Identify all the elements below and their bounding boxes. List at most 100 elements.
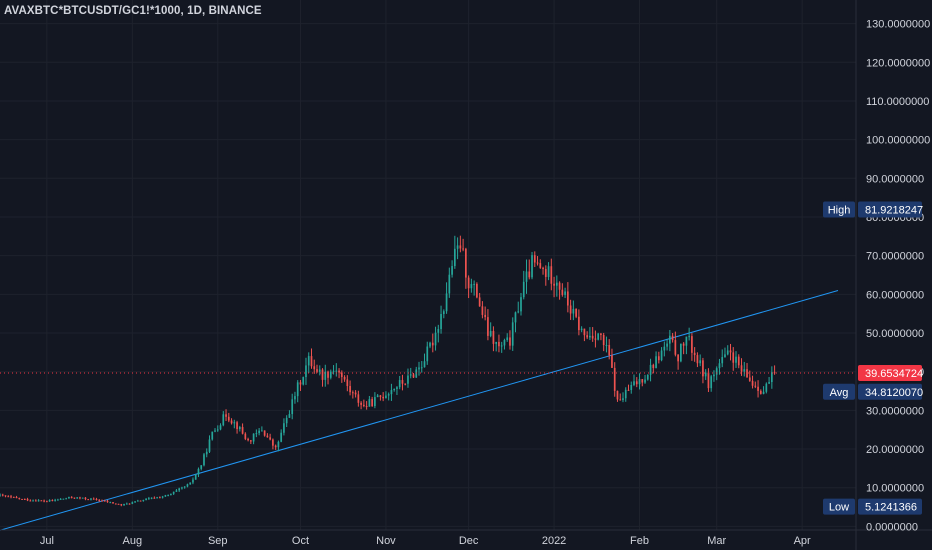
candle-body (732, 352, 735, 363)
candle-body (740, 365, 743, 372)
candle-body (448, 274, 451, 294)
candle-body (316, 369, 318, 372)
candle-body (597, 333, 600, 340)
candle-body (117, 503, 120, 505)
y-tick-label: 0.0000000 (866, 521, 918, 533)
low-label-value: 5.1241366 (865, 502, 917, 514)
grid (0, 0, 856, 530)
candle-body (302, 377, 305, 385)
candle-body (385, 395, 387, 399)
candle-body (569, 305, 572, 314)
candle-body (368, 399, 371, 407)
candle-body (142, 500, 145, 502)
candle-body (644, 379, 646, 383)
x-tick-label: Oct (292, 535, 309, 547)
candle-body (261, 430, 263, 432)
candle-body (594, 338, 597, 340)
x-tick-label: Apr (794, 535, 811, 547)
candle-body (743, 369, 746, 372)
candle-body (189, 482, 192, 485)
trendline-layer[interactable] (0, 289, 839, 531)
candle-body (517, 311, 520, 313)
candle-body (360, 402, 362, 405)
candle-body (641, 379, 644, 383)
candle-body (128, 503, 131, 505)
candle-body (247, 438, 249, 441)
candle-body (48, 500, 51, 502)
candle-body (638, 379, 641, 385)
candle-body (92, 498, 95, 500)
candle-body (688, 336, 690, 338)
candle-body (748, 377, 751, 381)
x-tick-label: 2022 (542, 535, 566, 547)
candle-body (70, 496, 73, 498)
candle-body (186, 484, 189, 487)
candle-body (159, 497, 161, 499)
candle-body (181, 487, 183, 489)
candle-body (203, 454, 205, 466)
candle-body (335, 370, 338, 372)
candle-body (481, 306, 484, 315)
candle-body (459, 245, 462, 249)
candle-body (73, 497, 76, 499)
candle-body (506, 337, 509, 341)
candle-body (528, 271, 531, 278)
candle-body (211, 431, 214, 440)
candle-body (498, 341, 500, 347)
candle-body (558, 282, 561, 290)
candle-body (492, 330, 495, 344)
candle-body (699, 360, 702, 364)
candle-body (547, 266, 550, 277)
y-tick-label: 20.0000000 (866, 444, 924, 456)
y-tick-label: 30.0000000 (866, 405, 924, 417)
candle-body (192, 479, 194, 483)
candle-body (473, 283, 475, 285)
candle-body (409, 374, 412, 376)
candle-body (280, 432, 283, 442)
low-label-tag: Low (829, 502, 849, 514)
candle-body (109, 502, 112, 504)
candle-body (43, 500, 45, 502)
candle-body (321, 369, 324, 380)
candle-body (759, 390, 762, 394)
candle-body (434, 332, 437, 346)
candle-body (357, 394, 360, 403)
candle-body (605, 345, 608, 347)
candle-body (376, 395, 379, 398)
candle-body (305, 365, 307, 378)
x-tick-label: Dec (459, 535, 479, 547)
candle-body (269, 437, 271, 440)
candle-body (531, 255, 533, 278)
candle-body (586, 335, 589, 338)
candle-body (76, 497, 79, 499)
candle-body (114, 503, 117, 505)
candle-body (713, 374, 715, 377)
candle-body (445, 293, 448, 312)
candle-body (757, 386, 759, 391)
candle-body (324, 371, 327, 380)
x-tick-label: Mar (707, 535, 726, 547)
candle-body (37, 500, 40, 502)
time-axis[interactable]: Jul Aug Sep Oct Nov Dec 2022 Feb Mar Apr (40, 535, 811, 547)
candle-body (68, 496, 70, 499)
candle-body (62, 498, 65, 500)
candles-layer (0, 235, 776, 507)
candle-body (511, 322, 514, 346)
candle-body (737, 356, 740, 366)
trendline[interactable] (0, 289, 839, 531)
candle-body (691, 336, 693, 353)
x-tick-label: Feb (630, 535, 649, 547)
candle-body (87, 499, 90, 501)
candle-body (139, 500, 142, 502)
candle-body (470, 284, 473, 289)
candle-body (660, 350, 663, 361)
candle-body (440, 313, 442, 330)
candle-body (412, 374, 415, 378)
candle-body (721, 357, 724, 364)
candle-body (255, 433, 258, 435)
candle-body (503, 340, 506, 346)
candle-body (396, 387, 398, 389)
candle-body (726, 350, 729, 355)
candle-body (318, 369, 321, 372)
